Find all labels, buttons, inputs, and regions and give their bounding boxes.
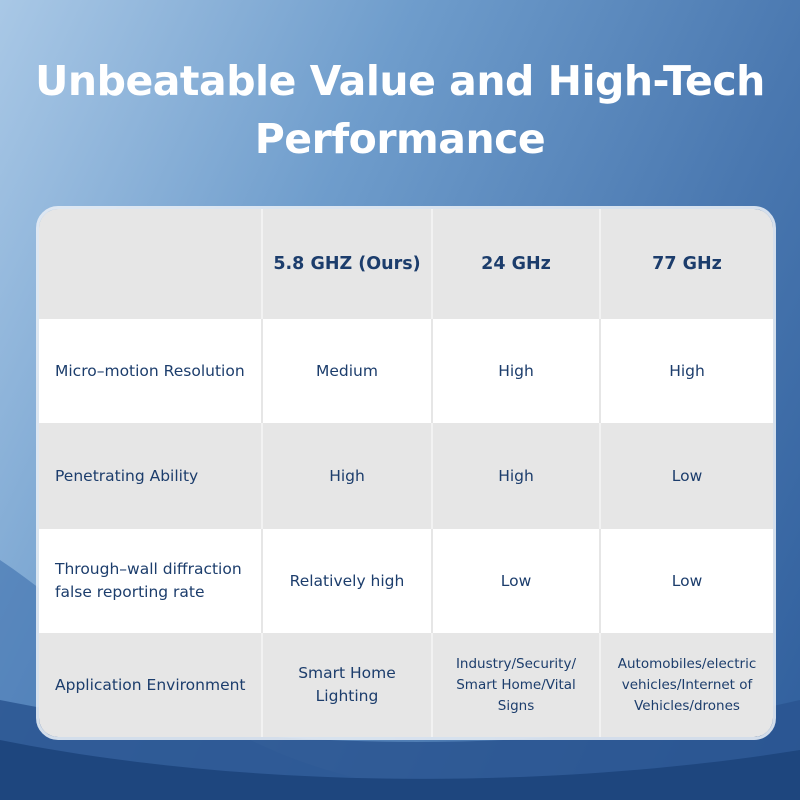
table-cell: Automobiles/electric vehicles/Internet o… <box>601 633 773 737</box>
row-label: Micro–motion Resolution <box>39 319 263 423</box>
table-cell: Medium <box>263 319 433 423</box>
table-cell: High <box>433 423 601 529</box>
table-cell: High <box>601 319 773 423</box>
row-label: Application Environment <box>39 633 263 737</box>
header-cell: 5.8 GHZ (Ours) <box>263 209 433 319</box>
comparison-table: 5.8 GHZ (Ours) 24 GHz 77 GHz Micro–motion R… <box>36 206 776 740</box>
table-cell: Low <box>601 529 773 633</box>
row-label: Through–wall diffraction false reporting… <box>39 529 263 633</box>
table-cell: High <box>263 423 433 529</box>
header-cell: 77 GHz <box>601 209 773 319</box>
title: Unbeatable Value and High-Tech Performan… <box>35 57 765 163</box>
table-cell: High <box>433 319 601 423</box>
table-cell: Smart Home Lighting <box>263 633 433 737</box>
header-cell <box>39 209 263 319</box>
header-cell: 24 GHz <box>433 209 601 319</box>
row-label: Penetrating Ability <box>39 423 263 529</box>
table-cell: Low <box>433 529 601 633</box>
table-cell: Industry/Security/ Smart Home/Vital Sign… <box>433 633 601 737</box>
table-cell: Low <box>601 423 773 529</box>
table-cell: Relatively high <box>263 529 433 633</box>
